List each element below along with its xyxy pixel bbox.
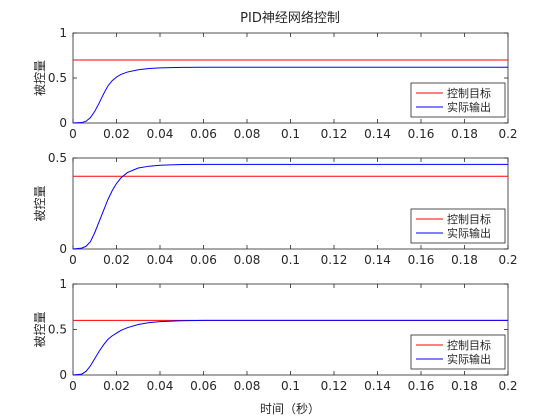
y-tick-label: 0 [59, 242, 67, 256]
legend-label: 实际输出 [447, 352, 491, 366]
series-line-output [72, 163, 508, 250]
legend-label: 控制目标 [447, 86, 491, 100]
x-tick-label: 0.12 [321, 127, 348, 141]
legend-label: 实际输出 [447, 100, 491, 114]
y-axis-label: 被控量 [33, 185, 47, 221]
y-tick-label: 0.5 [48, 323, 67, 337]
subplots: 0 0.02 0.04 0.06 0.08 0.1 0.12 0.14 0.16 0.18 0.2 0… [33, 26, 518, 393]
x-tick-label: 0.06 [190, 253, 217, 267]
x-tick-label: 0.16 [408, 127, 435, 141]
x-tick-label: 0.08 [234, 127, 261, 141]
x-tick-label: 0.12 [321, 379, 348, 393]
y-tick-label: 0.5 [48, 71, 67, 85]
x-tick-label: 0.16 [408, 253, 435, 267]
x-tick-label: 0.04 [147, 253, 174, 267]
legend-label: 实际输出 [447, 226, 491, 240]
subplot-3: 0 0.02 0.04 0.06 0.08 0.1 0.12 0.14 0.16 0.18 0.2 0… [33, 277, 518, 393]
x-tick-label: 0 [69, 253, 77, 267]
x-tick-label: 0.1 [281, 379, 300, 393]
y-tick-label: 1 [59, 26, 67, 40]
series-line-output [72, 66, 508, 124]
x-tick-label: 0.18 [451, 253, 478, 267]
x-tick-label: 0.06 [190, 127, 217, 141]
x-tick-label: 0.2 [498, 253, 517, 267]
y-axis-label: 被控量 [33, 60, 47, 96]
x-tick-label: 0.08 [234, 379, 261, 393]
x-tick-label: 0.2 [498, 127, 517, 141]
x-tick-label: 0.02 [103, 253, 130, 267]
x-tick-label: 0.1 [281, 253, 300, 267]
x-tick-label: 0.2 [498, 379, 517, 393]
x-tick-label: 0.02 [103, 127, 130, 141]
x-axis-label: 时间（秒） [260, 402, 320, 416]
legend-box [410, 208, 506, 244]
figure-title: PID神经网络控制 [240, 10, 340, 26]
y-tick-label: 0 [59, 116, 67, 130]
legend-label: 控制目标 [447, 212, 491, 226]
x-tick-label: 0.14 [364, 127, 391, 141]
subplot-1: 0 0.02 0.04 0.06 0.08 0.1 0.12 0.14 0.16 0.18 0.2 0… [33, 26, 518, 141]
legend-box [410, 82, 506, 118]
x-tick-label: 0.08 [234, 253, 261, 267]
x-tick-label: 0.12 [321, 253, 348, 267]
x-tick-label: 0.06 [190, 379, 217, 393]
x-tick-label: 0.18 [451, 127, 478, 141]
x-tick-label: 0.1 [281, 127, 300, 141]
series-line-output [72, 319, 508, 376]
x-tick-label: 0.14 [364, 253, 391, 267]
x-tick-label: 0.14 [364, 379, 391, 393]
x-tick-label: 0.16 [408, 379, 435, 393]
y-tick-label: 0.5 [48, 151, 67, 165]
x-tick-label: 0.04 [147, 127, 174, 141]
subplot-2: 0 0.02 0.04 0.06 0.08 0.1 0.12 0.14 0.16 0.18 0.2 0… [33, 151, 518, 267]
legend-label: 控制目标 [447, 338, 491, 352]
x-tick-label: 0.18 [451, 379, 478, 393]
x-tick-label: 0.02 [103, 379, 130, 393]
y-axis-label: 被控量 [33, 311, 47, 347]
y-tick-label: 0 [59, 368, 67, 382]
x-tick-label: 0.04 [147, 379, 174, 393]
x-tick-label: 0 [69, 379, 77, 393]
y-tick-label: 1 [59, 277, 67, 291]
legend-box [410, 334, 506, 370]
x-tick-label: 0 [69, 127, 77, 141]
